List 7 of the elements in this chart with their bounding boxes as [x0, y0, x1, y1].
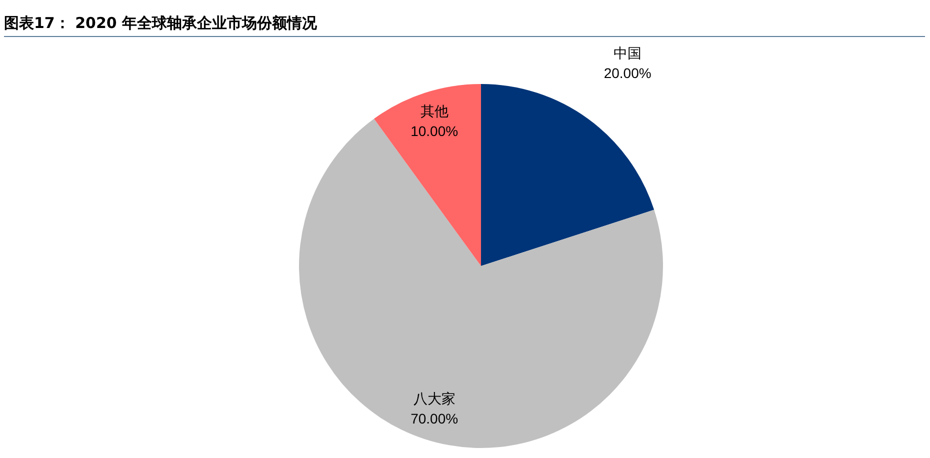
- data-label: 20.00%: [604, 65, 652, 82]
- slice-label: 其他: [420, 104, 448, 120]
- data-label: 10.00%: [410, 123, 458, 140]
- slice-label: 中国: [614, 46, 642, 62]
- data-label: 70.00%: [410, 410, 458, 427]
- text: 图表17： 2020 年全球轴承企业市场份额情况: [4, 12, 925, 37]
- slice-label: 八大家: [413, 391, 456, 408]
